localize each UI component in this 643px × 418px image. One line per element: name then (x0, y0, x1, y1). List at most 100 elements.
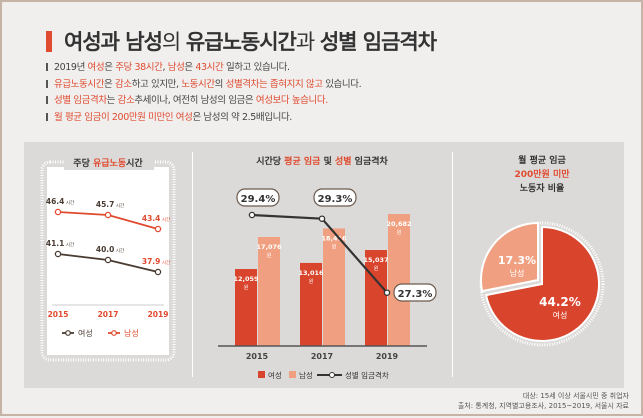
x-tick-label: 2015 (246, 352, 269, 361)
bar-chart-title-part: 시간당 (256, 155, 284, 167)
pie-value-label: 44.2% (539, 295, 581, 309)
legend-label: 여성 (268, 370, 282, 380)
pie-slice-남성 (480, 221, 539, 293)
pie-value-label: 17.3% (498, 254, 536, 267)
bar-여성 (300, 262, 322, 346)
pie-title-line: 200만원 미만 (514, 168, 570, 180)
bar-value-label: 15,037 (363, 256, 388, 264)
title-part: 성별 임금격차 (319, 30, 437, 54)
gap-label-box (393, 283, 437, 302)
line-value-label: 40.0 시간 (96, 245, 124, 254)
legend-label: 여성 (78, 328, 93, 338)
legend-label: 성별 임금격차 (345, 370, 389, 380)
unit: 시간 (160, 259, 170, 266)
bar-남성 (258, 237, 280, 346)
bar-value-label: 20,682 (386, 220, 411, 228)
bar-chart-title-part: 성별 (335, 155, 352, 167)
bar-unit-label: 원 (332, 243, 337, 250)
line-value-label: 41.1 시간 (46, 239, 74, 248)
line-value-label: 45.7 시간 (96, 200, 124, 209)
gap-value-label: 29.3% (318, 194, 353, 205)
line-point (154, 268, 162, 276)
legend-swatch (289, 371, 296, 378)
pie-dotted-ring (479, 221, 605, 347)
bullet-4: 월 평균 임금이 200만원 미만인 여성은 남성의 약 2.5배입니다. (46, 110, 361, 127)
bar-남성 (323, 228, 345, 346)
bar-unit-label: 원 (244, 284, 249, 291)
bullet-2: 유급노동시간은 감소하고 있지만, 노동시간의 성별격차는 좁혀지지 않고 있습… (46, 77, 362, 94)
bar-남성 (388, 214, 410, 346)
legend-marker (329, 372, 335, 378)
line-point (54, 208, 62, 216)
bar-value-label: 12,059 (233, 275, 259, 283)
x-tick-label: 2015 (48, 310, 69, 319)
legend-marker (111, 330, 117, 336)
pie-slice-여성 (484, 225, 600, 342)
value: 45.7 (96, 200, 115, 209)
gap-point (248, 211, 256, 219)
title-accent-bar (46, 31, 52, 52)
line-chart-title-part: 주당 (73, 157, 93, 169)
line-value-label: 43.4 시간 (142, 214, 170, 223)
bar-unit-label: 원 (397, 229, 402, 236)
legend-label: 남성 (124, 329, 139, 338)
line-point (104, 211, 112, 219)
bar-여성 (365, 250, 387, 346)
bar-unit-label: 원 (267, 252, 272, 259)
page-title: 여성과 남성의 유급노동시간과 성별 임금격차 (46, 26, 437, 56)
bar-unit-label: 원 (374, 265, 379, 272)
title-bg (64, 154, 154, 170)
bar-unit-label: 원 (309, 278, 314, 285)
pie-title-line: 노동자 비율 (520, 182, 565, 194)
line-chart-title: 주당 유급노동시간 (73, 157, 143, 169)
line-point (54, 250, 62, 258)
unit: 시간 (64, 241, 74, 248)
gap-label-box (236, 188, 280, 207)
footer-target: 대상: 15세 이상 서울시민 중 취업자 (522, 392, 629, 400)
divider (192, 152, 193, 377)
bar-chart-title-part: 및 (320, 155, 335, 167)
legend-swatch (258, 371, 265, 378)
line-value-label: 37.9 시간 (142, 257, 170, 266)
bar-chart-title-part: 임금격차 (352, 155, 389, 167)
bar-value-label: 13,016 (298, 269, 324, 277)
gap-point (383, 289, 391, 296)
line-chart-title-part: 유급노동 (93, 158, 126, 169)
bar-value-label: 17,076 (256, 243, 282, 251)
bar-여성 (235, 269, 257, 346)
bar-value-label: 18,416 (321, 234, 347, 242)
title-part: 의 (161, 30, 186, 54)
pie-name-label: 여성 (553, 310, 568, 320)
legend-label: 남성 (299, 371, 313, 380)
unit: 시간 (160, 216, 170, 223)
footer-notes: 대상: 15세 이상 서울시민 중 취업자 출처: 통계청, 지역별고용조사, … (458, 391, 629, 411)
x-tick-label: 2017 (311, 352, 333, 361)
title-part: 유급노동시간 (185, 30, 297, 54)
value: 41.1 (46, 239, 65, 248)
bullet-1: 2019년 여성은 주당 38시간, 남성은 43시간 일하고 있습니다. (46, 60, 361, 77)
gap-label-box (313, 188, 357, 207)
unit: 시간 (114, 247, 124, 254)
bullet-3: 성별 임금격차는 감소추세이나, 여전히 남성의 임금은 여성보다 높습니다. (46, 93, 361, 110)
line-chart-title-part: 시간 (126, 157, 143, 169)
x-tick-label: 2019 (148, 310, 169, 319)
pie-title-line: 월 평균 임금 (518, 154, 566, 166)
title-part: 과 (295, 30, 320, 54)
value: 46.4 (46, 197, 65, 206)
line-point (154, 225, 162, 233)
divider (452, 152, 453, 377)
x-tick-label: 2017 (98, 310, 119, 319)
pie-name-label: 남성 (510, 269, 525, 278)
value: 43.4 (142, 214, 161, 223)
gap-value-label: 29.4% (241, 194, 276, 205)
footer-source: 출처: 통계청, 지역별고용조사, 2015~2019, 서울시 자료 (457, 402, 629, 410)
x-tick-label: 2019 (376, 352, 399, 361)
line-value-label: 46.4 시간 (46, 197, 74, 206)
unit: 시간 (64, 199, 74, 206)
unit: 시간 (114, 202, 124, 209)
gap-point (318, 215, 326, 222)
gap-value-label: 27.3% (398, 289, 433, 300)
legend-marker (65, 330, 71, 336)
summary-bullets: 2019년 여성은 주당 38시간, 남성은 43시간 일하고 있습니다. 유급… (46, 60, 362, 127)
